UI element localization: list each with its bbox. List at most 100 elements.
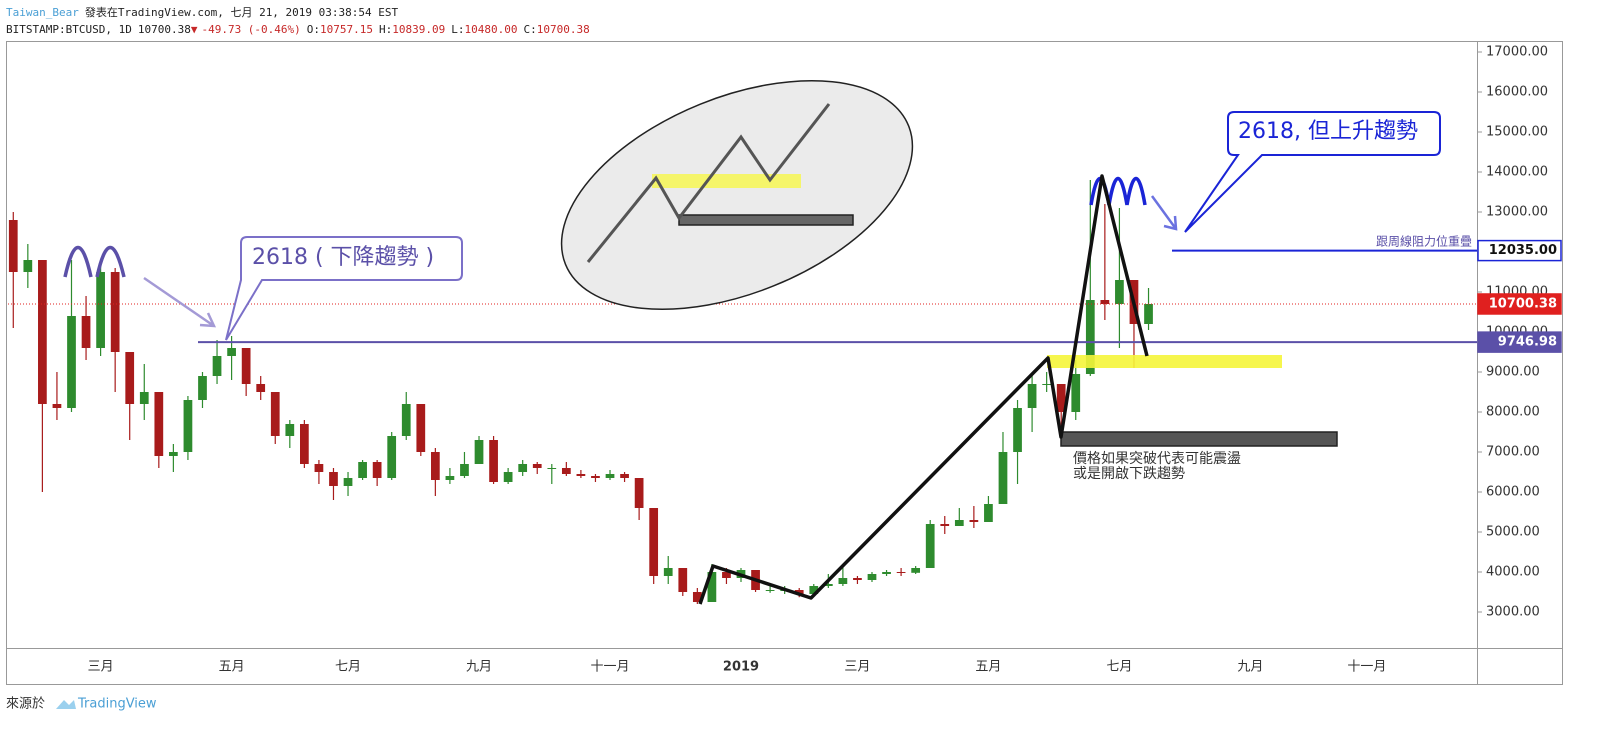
- note-line: 價格如果突破代表可能震盪: [1073, 450, 1241, 467]
- concept-support-zone: [678, 214, 854, 226]
- y-tick-label: 9000.00: [1486, 365, 1540, 380]
- x-tick-label: 十一月: [591, 660, 630, 675]
- candle-body: [998, 452, 1008, 504]
- x-tick-label: 三月: [844, 660, 870, 675]
- candle-body: [503, 472, 513, 482]
- y-tick-label: 3000.00: [1486, 605, 1540, 620]
- x-tick-label: 五月: [975, 660, 1001, 675]
- ohlc-label: L:: [451, 23, 464, 36]
- candle-body: [853, 578, 862, 580]
- brand-logo[interactable]: [56, 700, 76, 709]
- author[interactable]: Taiwan_Bear: [6, 6, 79, 19]
- candle-body: [532, 464, 542, 468]
- price-badge: [1477, 293, 1562, 315]
- candle-body: [940, 524, 950, 526]
- candle-body: [52, 404, 62, 408]
- candle-body: [416, 404, 426, 452]
- concept-zigzag: [586, 103, 831, 263]
- candle-body: [620, 474, 629, 478]
- pattern-lines: [698, 174, 1149, 605]
- y-tick-label: 13000.00: [1486, 205, 1548, 220]
- ohlc-label: H:: [379, 23, 392, 36]
- candle-body: [489, 440, 498, 482]
- candle-body: [460, 464, 469, 476]
- candle-body: [314, 464, 324, 472]
- arrow: [143, 276, 217, 328]
- price-badge-label: 9746.98: [1498, 335, 1557, 350]
- candle-body: [227, 348, 236, 356]
- candle-body: [561, 468, 571, 474]
- note-line: 或是開啟下跌趨勢: [1073, 466, 1185, 482]
- x-tick-label: 九月: [466, 660, 492, 675]
- candle-body: [8, 220, 18, 272]
- candle-body: [954, 520, 964, 526]
- x-tick-label: 2019: [723, 660, 759, 675]
- y-tick-label: 5000.00: [1486, 525, 1540, 540]
- candle-body: [358, 462, 367, 478]
- x-tick-label: 三月: [88, 660, 114, 675]
- x-tick-label: 五月: [219, 660, 245, 675]
- concept-ellipse: [560, 79, 914, 311]
- candle-body: [1085, 300, 1095, 374]
- candles: [8, 180, 1153, 604]
- candle-body: [605, 474, 615, 478]
- resistance-note: 跟周線阻力位重疊: [1376, 234, 1472, 249]
- y-tick-label: 7000.00: [1486, 445, 1540, 460]
- candle-body: [1013, 408, 1022, 452]
- candle-body: [241, 348, 251, 384]
- candle-body: [765, 590, 775, 591]
- price-badge-label: 10700.38: [1489, 296, 1557, 311]
- candle-body: [270, 392, 280, 436]
- candle-body: [300, 424, 309, 464]
- candle-body: [1042, 384, 1052, 385]
- candle-body: [1056, 384, 1066, 412]
- breakdown-zone: [1060, 431, 1338, 447]
- ohlc-value: 10700.38: [537, 23, 590, 36]
- candle-body: [23, 260, 33, 272]
- y-tick-label: 14000.00: [1486, 165, 1548, 180]
- candle-body: [649, 508, 659, 576]
- axes: 3000.00 4000.00 5000.00 6000.00 7000.00 8000.…: [88, 45, 1562, 675]
- callout-text: 2618 ( 下降趨勢 ): [252, 245, 434, 270]
- candle-body: [882, 572, 891, 574]
- published: 發表在TradingView.com, 七月 21, 2019 03:38:54…: [85, 5, 399, 19]
- candle-body: [867, 574, 877, 580]
- ohlc-label: O:: [307, 23, 320, 36]
- candle-body: [838, 578, 848, 584]
- candle-body: [445, 476, 455, 480]
- candle-body: [692, 592, 702, 602]
- candle-body: [81, 316, 91, 348]
- price-badge-label: 12035.00: [1489, 243, 1557, 258]
- candle-body: [911, 568, 921, 573]
- candle-body: [125, 352, 135, 404]
- change: -49.73 (-0.46%): [201, 23, 300, 36]
- levels: [8, 249, 1477, 344]
- candle-body: [1115, 280, 1124, 304]
- candle-body: [1071, 374, 1081, 412]
- y-tick-label: 15000.00: [1486, 125, 1548, 140]
- candle-body: [576, 474, 586, 476]
- candle-body: [329, 472, 338, 486]
- support-zone: [1047, 355, 1282, 368]
- callout-box: [1184, 111, 1441, 233]
- candle-body: [634, 478, 644, 508]
- double-top-arcs: [63, 245, 126, 278]
- drawings: 2618 ( 下降趨勢 ) 2618, 但上升趨勢 跟周線阻力位重疊 價格如果突…: [63, 79, 1472, 605]
- candle-body: [722, 572, 731, 578]
- candle-body: [67, 316, 76, 408]
- y-tick-label: 4000.00: [1486, 565, 1540, 580]
- candle-body: [547, 468, 557, 469]
- candle-body: [984, 504, 993, 522]
- candle-body: [154, 392, 164, 456]
- x-tick-label: 十一月: [1347, 660, 1386, 675]
- candle-body: [518, 464, 528, 472]
- y-tick-label: 16000.00: [1486, 85, 1548, 100]
- ohlc-value: 10480.00: [465, 23, 518, 36]
- candle-body: [38, 260, 47, 404]
- candle-body: [343, 478, 353, 486]
- header-line: Taiwan_Bear 發表在TradingView.com, 七月 21, 20…: [6, 5, 399, 19]
- candle-body: [809, 586, 819, 594]
- callout-text: 2618, 但上升趨勢: [1238, 119, 1418, 144]
- brand-name[interactable]: TradingView: [77, 697, 157, 712]
